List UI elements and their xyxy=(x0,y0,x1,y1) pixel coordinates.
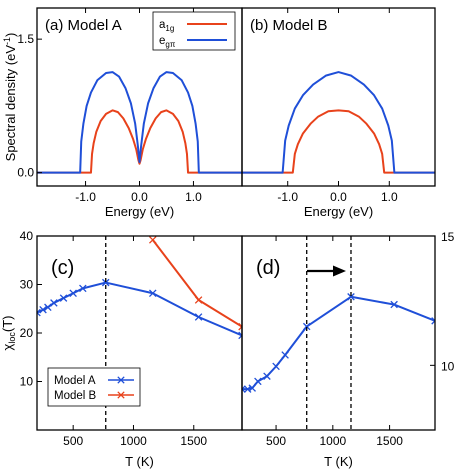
legend-spectral: a1g egπ xyxy=(152,11,236,51)
legend-chi-box xyxy=(47,367,141,407)
panel-3-label: (d) xyxy=(256,257,280,279)
panel-0-label: (a) Model A xyxy=(45,17,122,34)
panel-0-series-0-line xyxy=(37,109,242,174)
panel-3-series-0-point-2 xyxy=(248,384,256,392)
panel-3-series-0-point-6 xyxy=(281,351,289,359)
panel-2-ytick-label-2: 30 xyxy=(20,278,34,292)
panel-1-series-1-line xyxy=(242,71,435,174)
panel-0-xlabel: Energy (eV) xyxy=(105,204,174,219)
panel-3-series-0-point-10 xyxy=(431,317,435,325)
legend-chi: Model A Model B xyxy=(47,367,141,407)
panel-3-series-0-point-5 xyxy=(272,362,280,371)
panel-2-series-0-point-9 xyxy=(194,313,203,321)
panel-3-series-0-point-7 xyxy=(302,322,311,331)
legend-spectral-item-1: egπ xyxy=(159,35,176,49)
panel-1-xlabel: Energy (eV) xyxy=(304,204,373,219)
panel-2-ylabel: χloc(T) xyxy=(0,316,17,351)
panel-2-ytick-label-1: 20 xyxy=(20,326,34,340)
panel-3-series-0-point-9 xyxy=(390,300,398,309)
panel-2-series-1-point-1 xyxy=(194,296,203,304)
panel-2-series-0-line xyxy=(37,281,242,337)
panel-2-series-0-point-4 xyxy=(59,294,68,302)
panel-3-series-0-point-3 xyxy=(254,377,262,386)
panel-2-ytick-label-0: 10 xyxy=(20,375,34,389)
panel-2-series-1-point-2 xyxy=(238,322,242,331)
panel-1-label: (b) Model B xyxy=(250,17,328,34)
panel-0-ytick-label-0: 0.0 xyxy=(17,166,34,180)
panel-0-ytick-label-1: 1.5 xyxy=(17,32,34,46)
panel-2-series-0-point-6 xyxy=(79,284,87,293)
legend-chi-item-0: Model A xyxy=(54,375,96,387)
panel-2-series-0-point-0 xyxy=(37,308,41,317)
panel-3-ytick-label-0: 10 xyxy=(441,359,455,373)
panel-3-series-0-line xyxy=(242,295,435,391)
panel-1-xtick-label-0: -1.0 xyxy=(277,190,298,204)
panel-2-series-0-point-10 xyxy=(238,331,242,340)
panel-1-plot-area xyxy=(242,71,435,174)
panel-2-label: (c) xyxy=(51,257,74,279)
panel-3-series-0-point-8 xyxy=(347,293,355,301)
panel-2-series-1-line xyxy=(151,239,242,328)
panel-3-xtick-label-0: 500 xyxy=(266,434,286,448)
panel-0-series-1-line xyxy=(37,71,242,174)
panel-0-plot-area xyxy=(37,71,242,174)
legend-chi-item-1: Model B xyxy=(54,390,97,402)
panel-2-series-0-point-8 xyxy=(149,289,157,297)
panel-2-series-1-point-0 xyxy=(149,236,157,244)
panel-0-xtick-label-2: 1.0 xyxy=(185,190,202,204)
panel-1-xtick-label-2: 1.0 xyxy=(381,190,398,204)
panel-0-xtick-label-1: 0.0 xyxy=(131,190,148,204)
panel-2-xtick-label-2: 1500 xyxy=(180,434,207,448)
panel-3-frame xyxy=(241,235,436,431)
legend-spectral-item-0: a1g xyxy=(159,19,174,33)
panel-3-series-0-point-0 xyxy=(242,385,246,393)
arrow-right-icon xyxy=(307,265,346,277)
panel-1-frame xyxy=(241,7,436,187)
panel-2-ytick-label-3: 40 xyxy=(20,229,34,243)
legend-spectral-box xyxy=(152,11,236,51)
panel-2-xtick-label-1: 1000 xyxy=(120,434,147,448)
panel-2-plot-area xyxy=(37,236,242,340)
panel-2-xlabel: T (K) xyxy=(125,454,154,469)
panel-2-series-0-point-3 xyxy=(50,299,58,307)
panel-3-xlabel: T (K) xyxy=(324,454,353,469)
panel-1-xtick-label-1: 0.0 xyxy=(330,190,347,204)
panel-3-ytick-label-1: 15 xyxy=(441,230,455,244)
panel-2-series-0-point-5 xyxy=(69,289,77,297)
panel-2-series-0-point-7 xyxy=(101,278,110,287)
panel-2-xtick-label-0: 500 xyxy=(63,434,83,448)
panel-0-xtick-label-0: -1.0 xyxy=(75,190,96,204)
panel-2-series-0-point-1 xyxy=(39,305,47,314)
panel-3-xtick-label-2: 1500 xyxy=(376,434,403,448)
panel-3-xtick-label-1: 1000 xyxy=(319,434,346,448)
panel-2-series-0-point-2 xyxy=(44,303,52,312)
panel-1-series-0-line xyxy=(242,109,435,174)
panel-3-plot-area xyxy=(242,293,435,393)
panel-0-ylabel: Spectral density (eV-1) xyxy=(2,33,18,162)
panel-3-series-0-point-4 xyxy=(263,372,271,380)
